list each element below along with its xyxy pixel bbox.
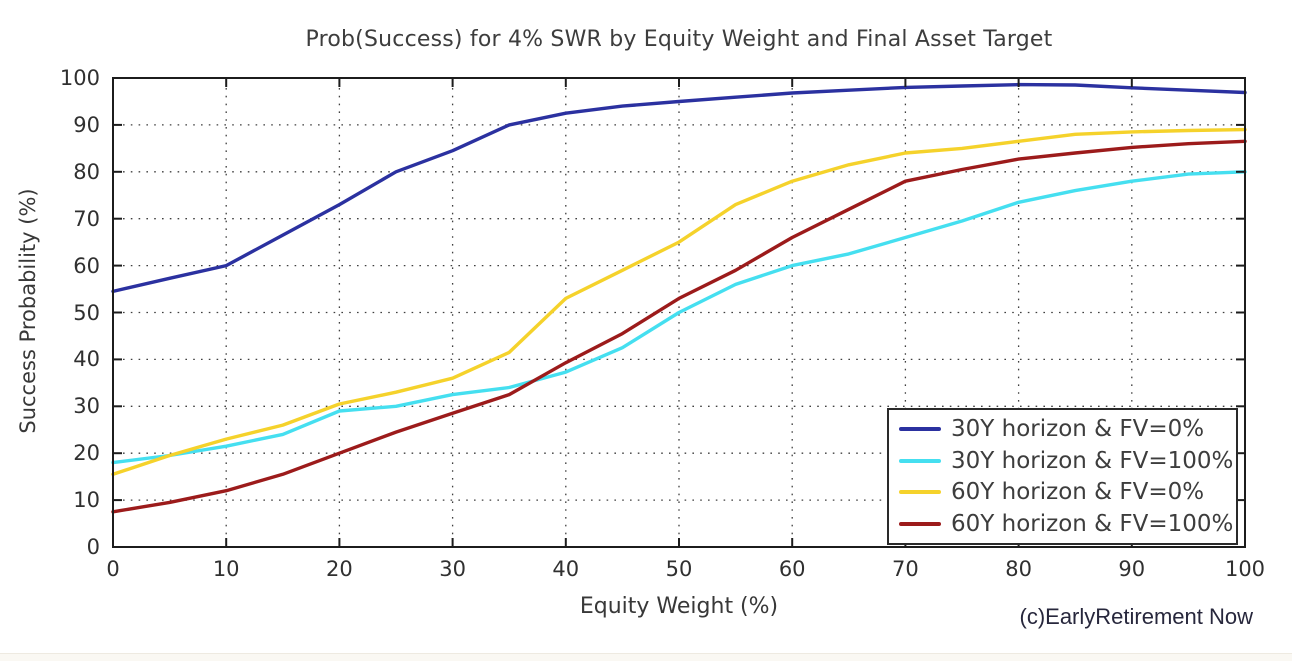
- y-tick-label: 0: [86, 535, 100, 559]
- legend-item-60y-fv100: 60Y horizon & FV=100%: [899, 509, 1236, 540]
- series-lines: [111, 82, 1247, 514]
- x-tick-label: 80: [1005, 557, 1032, 581]
- y-tick-label: 100: [59, 66, 100, 90]
- y-tick-label: 40: [73, 347, 100, 372]
- x-tick-label: 50: [665, 557, 693, 581]
- x-tick-label: 60: [778, 557, 806, 581]
- series-line-30y-fv100: [111, 170, 1247, 465]
- legend-item-30y-fv0: 30Y horizon & FV=0%: [899, 413, 1236, 444]
- y-tick-label: 90: [73, 112, 100, 137]
- legend-swatch-60y-fv100: [899, 522, 941, 527]
- axes: [112, 77, 1246, 548]
- y-tick-label: 10: [73, 488, 100, 513]
- legend-swatch-30y-fv0: [899, 426, 941, 431]
- legend: 30Y horizon & FV=0% 30Y horizon & FV=100…: [887, 408, 1238, 545]
- x-tick-label: 100: [1224, 557, 1266, 581]
- x-tick-label: 70: [892, 557, 919, 581]
- chart-title: Prob(Success) for 4% SWR by Equity Weigh…: [305, 27, 1053, 52]
- legend-label-30y-fv0: 30Y horizon & FV=0%: [951, 415, 1205, 442]
- y-tick-label: 70: [73, 206, 100, 231]
- x-tick-label: 20: [326, 557, 353, 581]
- legend-item-30y-fv100: 30Y horizon & FV=100%: [899, 445, 1236, 476]
- y-tick-label: 20: [73, 441, 100, 466]
- legend-label-60y-fv100: 60Y horizon & FV=100%: [951, 511, 1234, 538]
- x-axis-label: Equity Weight (%): [579, 594, 779, 619]
- y-tick-label: 60: [73, 253, 100, 278]
- legend-swatch-60y-fv0: [899, 490, 941, 495]
- x-tick-label: 30: [439, 557, 466, 581]
- y-tick-label: 30: [73, 394, 100, 419]
- x-tick-label: 10: [212, 557, 240, 581]
- series-line-30y-fv0: [111, 82, 1247, 294]
- y-tick-label: 80: [73, 159, 100, 184]
- legend-label-60y-fv0: 60Y horizon & FV=0%: [951, 479, 1205, 506]
- series-line-60y-fv100: [111, 139, 1247, 514]
- attribution-text: (c)EarlyRetirement Now: [1019, 604, 1254, 629]
- legend-swatch-30y-fv100: [899, 458, 941, 463]
- x-tick-label: 0: [106, 557, 120, 581]
- legend-label-30y-fv100: 30Y horizon & FV=100%: [951, 447, 1234, 474]
- y-tick-label: 50: [73, 300, 100, 325]
- bottom-strip: [0, 653, 1292, 661]
- series-line-60y-fv0: [111, 127, 1247, 476]
- x-tick-label: 40: [552, 557, 580, 581]
- legend-item-60y-fv0: 60Y horizon & FV=0%: [899, 477, 1236, 508]
- x-tick-label: 90: [1118, 557, 1146, 581]
